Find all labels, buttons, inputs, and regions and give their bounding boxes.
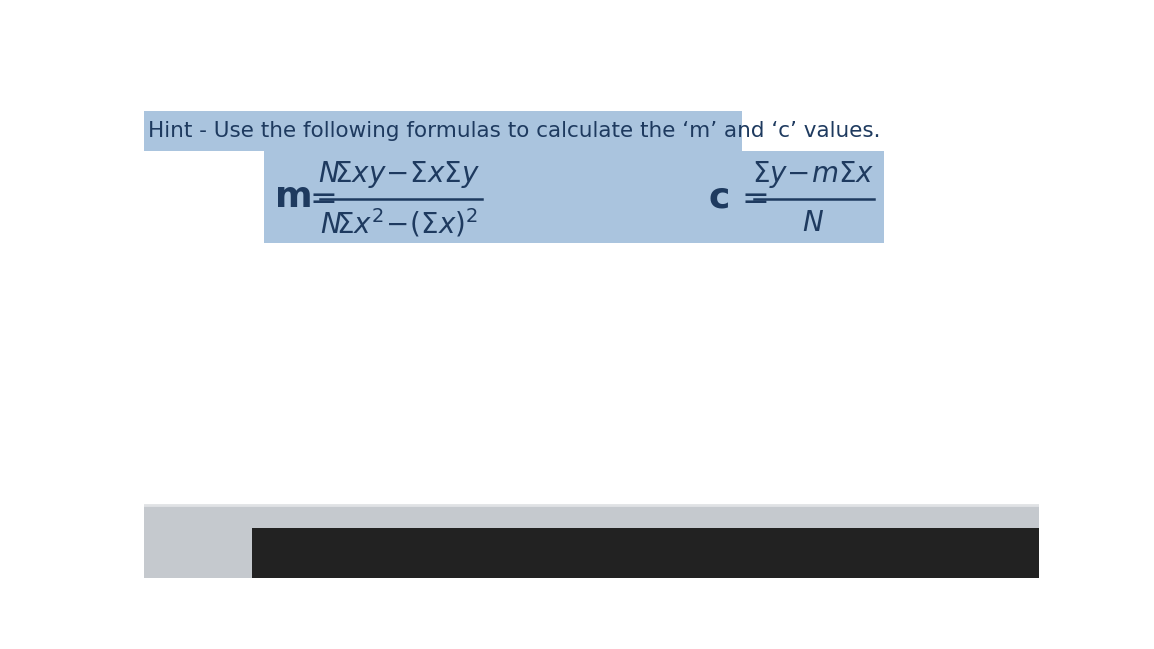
FancyBboxPatch shape bbox=[252, 528, 1039, 578]
Text: $N$: $N$ bbox=[802, 208, 824, 237]
Text: $\mathbf{m}$: $\mathbf{m}$ bbox=[273, 180, 310, 214]
FancyBboxPatch shape bbox=[264, 151, 884, 243]
Text: $=$: $=$ bbox=[735, 180, 767, 214]
Text: $\mathbf{c}$: $\mathbf{c}$ bbox=[707, 180, 728, 214]
Text: $N\!\Sigma x^2\!-\!(\Sigma x)^2$: $N\!\Sigma x^2\!-\!(\Sigma x)^2$ bbox=[320, 206, 478, 239]
FancyBboxPatch shape bbox=[144, 505, 1039, 578]
Text: $=$: $=$ bbox=[302, 180, 336, 214]
Text: Hint - Use the following formulas to calculate the ‘m’ and ‘c’ values.: Hint - Use the following formulas to cal… bbox=[148, 121, 881, 141]
FancyBboxPatch shape bbox=[144, 111, 742, 151]
Text: $N\!\Sigma xy\!-\!\Sigma x\Sigma y$: $N\!\Sigma xy\!-\!\Sigma x\Sigma y$ bbox=[319, 158, 480, 190]
Text: $\Sigma y\!-\!m\Sigma x$: $\Sigma y\!-\!m\Sigma x$ bbox=[752, 158, 875, 190]
